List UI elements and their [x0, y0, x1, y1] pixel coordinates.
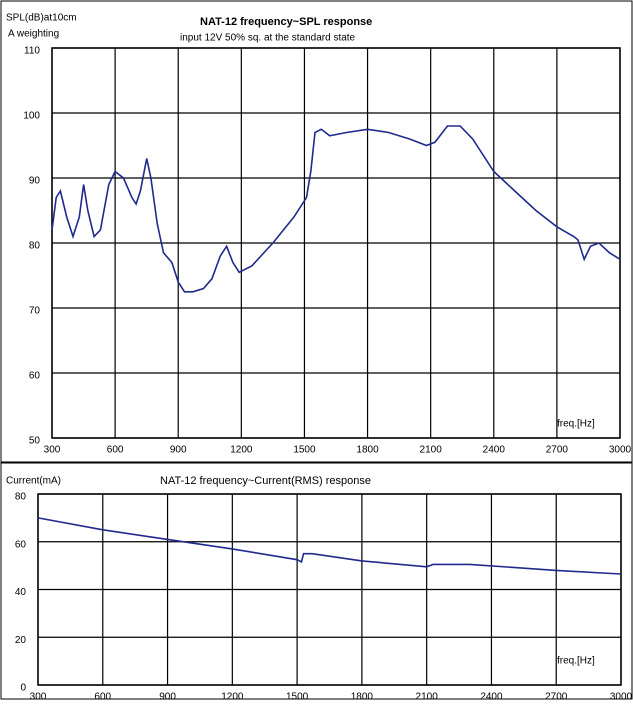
y-tick-label: 40: [15, 587, 27, 598]
x-axis-label: freq.[Hz]: [557, 419, 595, 430]
y-tick-label: 80: [29, 241, 41, 252]
x-tick-label: 2400: [483, 445, 506, 456]
data-line: [37, 517, 622, 575]
x-tick-label: 3000: [610, 692, 633, 700]
x-tick-label: 900: [170, 445, 187, 456]
x-tick-label: 1800: [351, 692, 374, 700]
y-tick-label: 90: [29, 176, 41, 187]
axis-note: A weighting: [8, 29, 59, 40]
x-tick-label: 1800: [356, 445, 379, 456]
plot-frame: [51, 47, 621, 439]
x-tick-label: 1500: [293, 445, 316, 456]
y-tick-label: 0: [20, 683, 26, 694]
y-tick-label: 20: [15, 635, 27, 646]
x-tick-label: 2700: [546, 445, 569, 456]
y-tick-label: 60: [29, 371, 41, 382]
plot-frame: [37, 493, 622, 686]
x-tick-label: 300: [30, 692, 47, 700]
y-tick-label: 70: [29, 306, 41, 317]
x-tick-label: 2400: [480, 692, 503, 700]
x-tick-label: 900: [159, 692, 176, 700]
panel-frame: [0, 462, 633, 700]
data-line: [51, 125, 621, 293]
x-tick-label: 1200: [230, 445, 253, 456]
y-axis-label: SPL(dB)at10cm: [6, 13, 77, 24]
x-tick-label: 1200: [221, 692, 244, 700]
y-tick-label: 50: [29, 436, 41, 447]
x-tick-label: 3000: [609, 445, 632, 456]
y-tick-label: 60: [15, 539, 27, 550]
x-tick-label: 2100: [416, 692, 439, 700]
x-tick-label: 1500: [286, 692, 309, 700]
x-tick-label: 300: [44, 445, 61, 456]
x-tick-label: 600: [107, 445, 124, 456]
y-axis-label: Current(mA): [6, 476, 61, 487]
x-axis-label: freq.[Hz]: [557, 656, 595, 667]
chart-subtitle: input 12V 50% sq. at the standard state: [180, 33, 356, 44]
chart-title: NAT-12 frequency~SPL response: [200, 16, 372, 28]
y-tick-label: 100: [23, 111, 40, 122]
y-tick-label: 110: [24, 46, 40, 57]
panel-frame: [0, 0, 633, 463]
x-tick-label: 600: [94, 692, 111, 700]
chart-title: NAT-12 frequency~Current(RMS) response: [160, 475, 371, 487]
x-tick-label: 2100: [420, 445, 443, 456]
y-tick-label: 80: [15, 492, 27, 503]
x-tick-label: 2700: [545, 692, 568, 700]
